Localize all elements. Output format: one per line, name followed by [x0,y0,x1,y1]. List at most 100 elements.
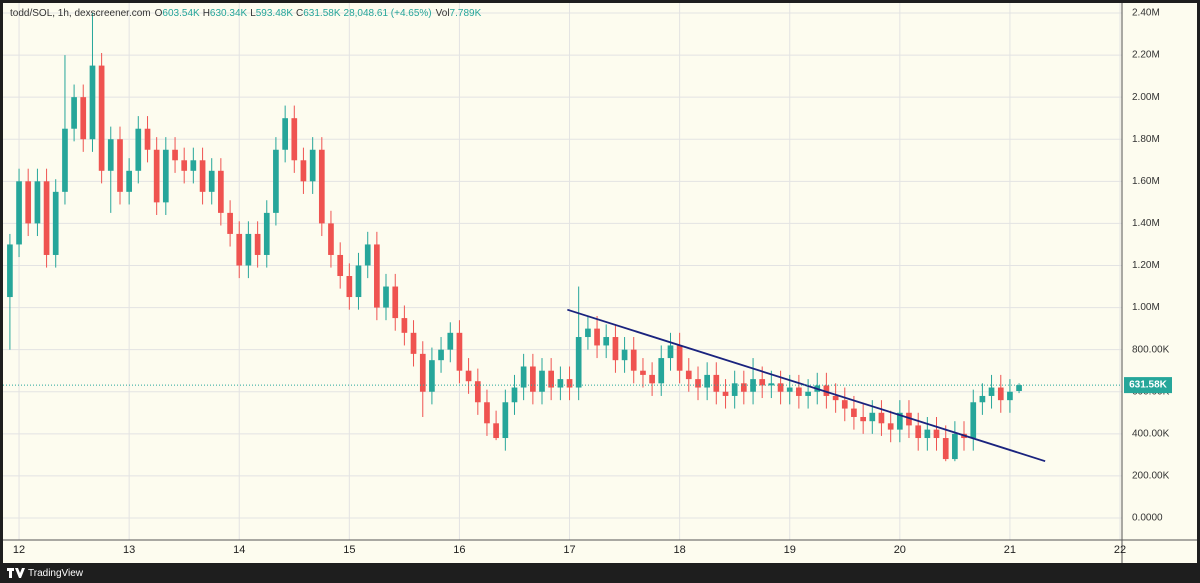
candle-body [474,381,481,403]
candle-body [117,139,123,192]
candle-body [777,383,784,392]
field-key: H [203,8,210,19]
candle-body [942,438,949,460]
x-tick-label: 19 [784,544,796,556]
candle-body [539,370,545,392]
candle-body [410,332,417,354]
candle-body [291,118,298,161]
candle-body [915,425,922,439]
field-key: O [155,8,163,19]
x-tick-label: 17 [563,544,575,556]
field-key: L [250,8,256,19]
candle-body [62,128,68,192]
candle-body [612,337,619,361]
candle-body [1016,385,1022,391]
candle-body [199,160,206,192]
candle-body [16,181,22,245]
candle-body [759,379,766,386]
brand: TradingView [7,568,84,579]
candle-body [52,191,59,255]
y-tick-label: 2.00M [1132,92,1160,103]
candle-body [126,170,132,192]
candle-body [740,383,747,392]
candle-body [896,412,903,430]
candle-body [25,181,32,224]
candle-body [695,379,701,388]
y-tick-label: 800.00K [1132,344,1170,355]
candle-body [676,345,683,371]
candle-body [89,65,96,140]
candle-body [419,353,426,392]
axes: 0.0000200.00K400.00K600.00K800.00K1.00M1… [13,8,1172,556]
chart-background [3,3,1197,563]
candle-body [970,402,977,439]
candle-body [933,429,940,439]
symbol: todd/SOL, 1h, dexscreener.com [10,8,151,19]
candle-body [245,233,252,266]
candle-body [585,328,591,338]
volume-value: 7.789K [450,8,482,19]
grid [3,3,1122,540]
x-tick-label: 22 [1114,544,1126,556]
candle-body [364,244,371,266]
candle-body [979,395,986,403]
candle-body [144,128,151,150]
change: 28,048.61 (+4.65%) [344,8,432,19]
candle-body [318,149,325,224]
candle-body [530,366,536,392]
candle-body [869,412,876,422]
candle-body [548,370,554,388]
candle-body [309,149,316,182]
x-tick-label: 18 [674,544,686,556]
candle-body [346,276,353,298]
candle-body [704,374,710,388]
candle-body [566,379,573,388]
candle-body [649,374,655,384]
last-price-box [1124,377,1172,394]
candle-body [667,345,674,359]
y-tick-label: 200.00K [1132,471,1170,482]
candle-body [263,212,270,255]
candle-body [162,149,169,203]
trend-line [567,308,1046,463]
candle-body [337,254,344,277]
candle-body [502,402,509,439]
candle-body [906,412,912,426]
candle-body [456,332,463,371]
candle-body [658,358,665,384]
candle-body [520,366,527,388]
candle-body [924,429,931,439]
candle-body [640,370,646,375]
candle-body [227,212,233,234]
candle-body [722,391,729,396]
field-value: 603.54K [162,8,200,19]
candle-body [887,423,894,430]
candle-body [383,286,389,308]
brand-logo [7,568,25,578]
candle-body [107,139,114,171]
candle-body [447,332,454,350]
candle-body [878,412,885,424]
candle-body [484,402,490,424]
candle-body [429,360,435,392]
candle-body [621,349,628,361]
candle-body [823,385,830,396]
y-tick-label: 2.40M [1132,8,1160,19]
candle-body [1007,391,1013,401]
field-key: C [296,8,303,19]
y-tick-label: 2.20M [1132,50,1160,61]
candle-body [805,391,811,396]
candle-body [841,400,848,409]
candle-body [630,349,637,371]
candle-body [135,128,142,171]
x-tick-label: 13 [123,544,135,556]
x-tick-label: 21 [1004,544,1016,556]
candle-body [731,383,738,396]
candle-body [34,181,41,224]
candle-body [328,223,334,255]
y-tick-label: 1.20M [1132,260,1160,271]
candle-body [153,149,160,203]
candle-body [80,97,87,140]
header-legend: todd/SOL, 1h, dexscreener.com O603.54K H63… [10,8,482,19]
